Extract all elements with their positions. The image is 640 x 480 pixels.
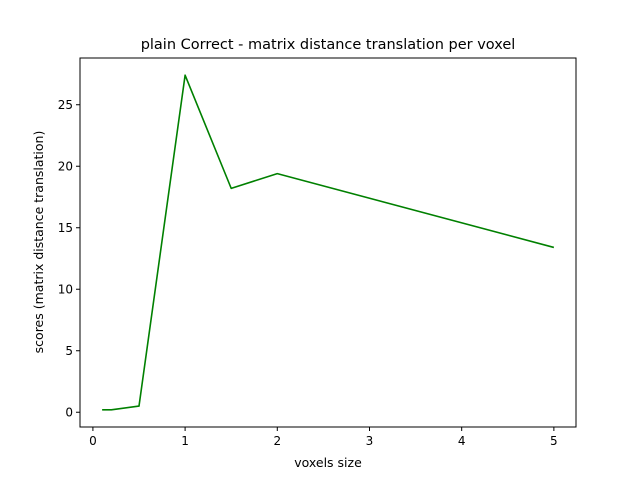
axes-frame [79, 57, 577, 428]
y-axis-label: scores (matrix distance translation) [31, 131, 46, 354]
y-tick-label: 15 [58, 221, 73, 235]
y-tick-label: 0 [65, 406, 73, 420]
x-axis: 0 1 2 3 4 5 [89, 427, 558, 448]
y-tick-label: 25 [58, 98, 73, 112]
x-tick-label: 3 [366, 434, 374, 448]
plot-area [102, 74, 555, 411]
y-tick-label: 20 [58, 160, 73, 174]
x-tick-label: 4 [458, 434, 466, 448]
x-tick-label: 2 [273, 434, 281, 448]
x-tick-label: 5 [550, 434, 558, 448]
x-axis-label: voxels size [294, 455, 362, 470]
y-tick-label: 5 [65, 344, 73, 358]
y-tick-label: 10 [58, 283, 73, 297]
series-line [102, 74, 555, 411]
x-tick-label: 1 [181, 434, 189, 448]
x-tick-label: 0 [89, 434, 97, 448]
y-axis: 0 5 10 15 20 25 [58, 98, 80, 420]
chart-title: plain Correct - matrix distance translat… [141, 37, 516, 53]
